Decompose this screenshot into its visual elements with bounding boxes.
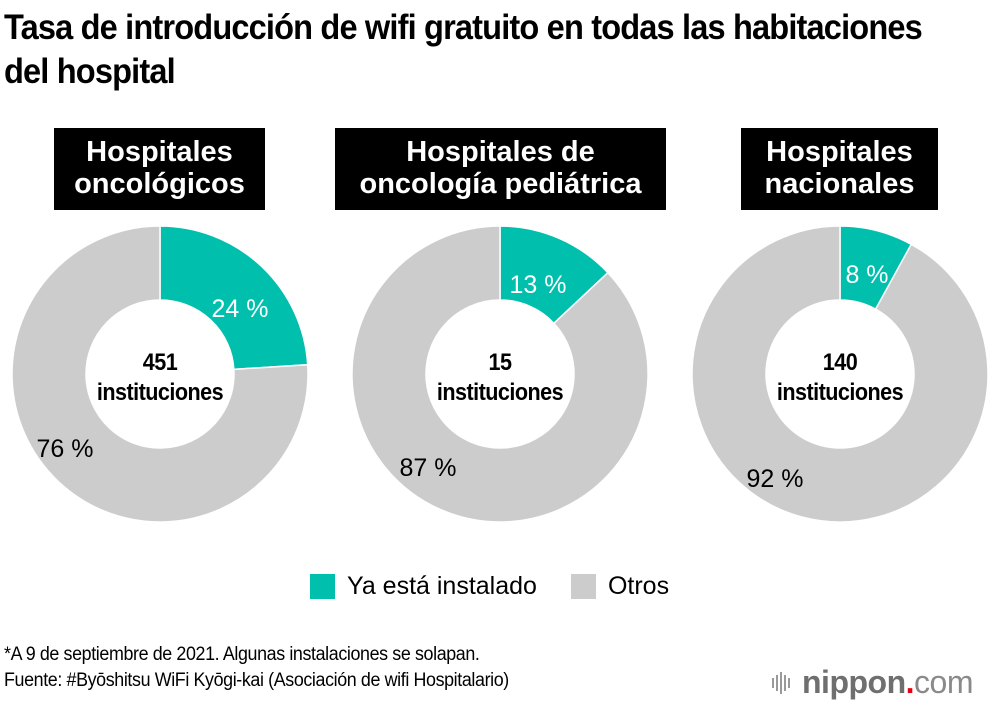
institution-unit: instituciones xyxy=(436,379,564,406)
donut-slice-others xyxy=(691,225,989,523)
chart-title: Tasa de introducción de wifi gratuito en… xyxy=(4,8,923,91)
institution-unit: instituciones xyxy=(776,379,904,406)
panel-label-line: Hospitales xyxy=(86,136,233,168)
logo-tld: com xyxy=(914,664,973,700)
slice-label-others: 87 % xyxy=(400,454,457,482)
panel-label-line: Hospitales xyxy=(766,136,913,168)
slice-label-installed: 24 % xyxy=(212,295,269,323)
institution-count: 451 xyxy=(142,349,178,376)
panel-label-line: oncológicos xyxy=(74,168,245,200)
donut-slice-installed xyxy=(159,225,309,371)
donut-slice-others xyxy=(351,225,649,523)
institution-count: 15 xyxy=(488,349,512,376)
footnote-source: Fuente: #Byōshitsu WiFi Kyōgi-kai (Asoci… xyxy=(4,670,509,691)
center-label-pediatrica: 15 instituciones xyxy=(419,348,581,408)
footnote: *A 9 de septiembre de 2021. Algunas inst… xyxy=(4,642,509,694)
slice-label-installed: 8 % xyxy=(845,261,888,289)
donut-slice-others xyxy=(11,225,309,523)
panel-label-oncologicos: Hospitales oncológicos xyxy=(54,128,265,210)
legend-swatch-installed xyxy=(310,573,335,599)
legend: Ya está instalado Otros xyxy=(310,570,703,602)
slice-label-others: 92 % xyxy=(747,465,804,493)
panel-label-nacionales: Hospitales nacionales xyxy=(741,128,938,210)
panel-label-line: oncología pediátrica xyxy=(359,168,642,200)
institution-count: 140 xyxy=(822,349,858,376)
panel-label-line: Hospitales de xyxy=(406,136,595,168)
logo-text: nippon.com xyxy=(802,664,973,701)
legend-item-others: Otros xyxy=(570,571,670,601)
footnote-date: *A 9 de septiembre de 2021. Algunas inst… xyxy=(4,644,480,665)
slice-label-others: 76 % xyxy=(37,435,94,463)
center-label-oncologicos: 451 instituciones xyxy=(79,348,241,408)
legend-label-others: Otros xyxy=(607,571,670,600)
logo-name: nippon xyxy=(802,664,906,700)
slice-label-installed: 13 % xyxy=(510,271,567,299)
legend-label-installed: Ya está instalado xyxy=(347,571,537,600)
panel-label-line: nacionales xyxy=(764,168,915,200)
soundwave-icon xyxy=(772,671,792,694)
center-label-nacionales: 140 instituciones xyxy=(759,348,921,408)
nippon-logo: nippon.com xyxy=(772,664,973,701)
legend-swatch-others xyxy=(570,573,596,599)
panel-label-pediatrica: Hospitales de oncología pediátrica xyxy=(335,128,666,210)
institution-unit: instituciones xyxy=(96,379,224,406)
logo-dot: . xyxy=(905,664,915,700)
legend-item-installed: Ya está instalado xyxy=(310,572,537,601)
